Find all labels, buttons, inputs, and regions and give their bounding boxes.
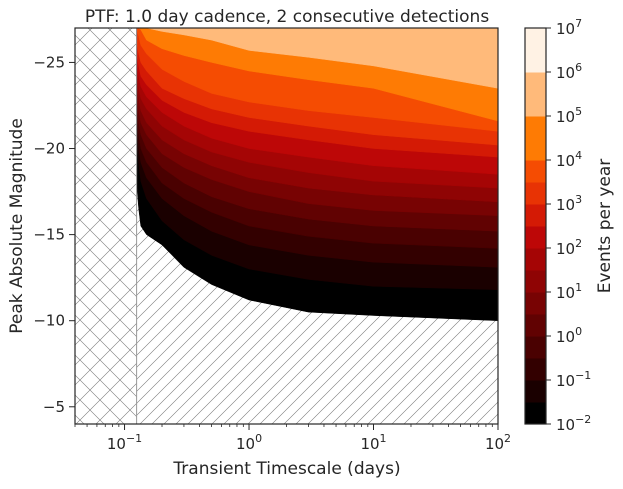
colorbar-tick-label-7: 105 <box>556 105 582 126</box>
y-tick-label-2: −15 <box>33 226 65 244</box>
colorbar-band-2 <box>525 358 546 381</box>
colorbar-band-13 <box>525 72 546 117</box>
colorbar-band-6 <box>525 270 546 293</box>
colorbar-tick-label-6: 104 <box>556 149 582 170</box>
y-tick-label-1: −20 <box>33 140 65 158</box>
x-tick-label-3: 102 <box>485 432 511 453</box>
colorbar-band-5 <box>525 292 546 315</box>
x-axis: 10−1 100 101 102 <box>74 424 511 453</box>
colorbar-band-1 <box>525 380 546 403</box>
colorbar-band-11 <box>525 160 546 183</box>
colorbar-label: Events per year <box>595 159 615 294</box>
x-tick-label-0: 10−1 <box>107 432 142 453</box>
crosshatch-region <box>75 28 137 424</box>
colorbar-tick-label-4: 102 <box>556 237 582 258</box>
contour-fills <box>136 28 498 321</box>
colorbar-band-12 <box>525 116 546 161</box>
x-axis-label: Transient Timescale (days) <box>172 459 400 479</box>
colorbar-tick-label-0: 10−2 <box>556 413 591 434</box>
colorbar-tick-label-9: 107 <box>556 17 582 38</box>
colorbar-tick-label-5: 103 <box>556 193 582 214</box>
colorbar-band-8 <box>525 226 546 249</box>
plot-area <box>75 28 498 424</box>
colorbar: 10−2 10−1 100 101 102 103 104 105 106 107 <box>525 17 591 434</box>
colorbar-band-0 <box>525 402 546 425</box>
colorbar-band-14 <box>525 28 546 73</box>
y-axis: −25 −20 −15 −10 −5 <box>33 53 75 416</box>
colorbar-tick-label-3: 101 <box>556 281 582 302</box>
colorbar-tick-label-1: 10−1 <box>556 369 591 390</box>
chart-title: PTF: 1.0 day cadence, 2 consecutive dete… <box>85 7 490 27</box>
colorbar-band-3 <box>525 336 546 359</box>
y-tick-label-3: −10 <box>33 312 65 330</box>
x-tick-label-2: 101 <box>360 432 386 453</box>
y-tick-label-0: −25 <box>33 53 65 71</box>
y-axis-label: Peak Absolute Magnitude <box>7 118 27 334</box>
colorbar-tick-label-8: 106 <box>556 61 582 82</box>
colorbar-frame <box>524 27 547 425</box>
colorbar-band-7 <box>525 248 546 271</box>
colorbar-band-4 <box>525 314 546 337</box>
contour-band-13 <box>136 28 498 89</box>
colorbar-band-9 <box>525 204 546 227</box>
x-tick-label-1: 100 <box>236 432 262 453</box>
y-tick-label-4: −5 <box>43 398 65 416</box>
colorbar-band-10 <box>525 182 546 205</box>
colorbar-tick-label-2: 100 <box>556 325 582 346</box>
